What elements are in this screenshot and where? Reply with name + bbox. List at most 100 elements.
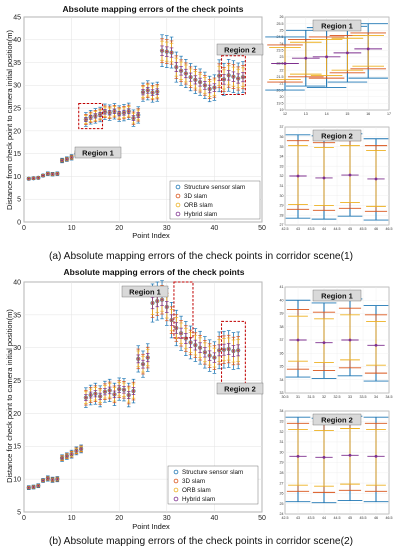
legend-marker-hybrid [175, 211, 181, 217]
hybrid-point [80, 447, 83, 450]
inset-y-tick-label: 24 [280, 42, 284, 46]
inset-y-tick-label: 25 [280, 28, 284, 32]
hybrid-point [46, 172, 49, 175]
slam3d-point [50, 172, 55, 176]
orb-point [89, 115, 92, 119]
orb-point [122, 388, 126, 392]
inset-hybrid-point [366, 47, 370, 51]
inset-b-region-2: 42.5 43 43.5 44 44.5 45 45.5 46 46.5 24 25 26 27 28 29… [280, 409, 393, 520]
inset-label: Region 1 [321, 21, 353, 30]
slam3d-point [231, 74, 236, 79]
slam3d-point [84, 117, 88, 122]
inset-label-bg [312, 413, 362, 426]
chart-b-xlabel: Point Index [132, 522, 170, 531]
inset-label: Region 2 [321, 415, 353, 424]
inset-x-tick-label: 44 [322, 227, 326, 231]
orb-point [84, 396, 88, 400]
structure-point [83, 117, 89, 122]
inset-y-tick-label: 37 [280, 125, 284, 129]
inset-hybrid-point [325, 55, 329, 59]
orb-point [132, 116, 135, 120]
slam3d-point [165, 49, 169, 54]
y-tick-label: 10 [13, 174, 21, 181]
inset-hybrid-point [345, 51, 349, 55]
orb-point [136, 113, 140, 117]
y-tick-label: 20 [13, 128, 21, 135]
y-tick-label: 45 [13, 14, 21, 21]
hybrid-point [141, 91, 144, 94]
slam3d-point [193, 78, 198, 82]
inset-hybrid-point [374, 177, 378, 181]
orb-point [213, 86, 216, 89]
inset-x-tick-label: 34 [374, 395, 378, 399]
inset-y-tick-label: 33 [280, 391, 284, 395]
orb-point [160, 49, 164, 53]
legend-marker-hybrid [173, 496, 179, 502]
inset-y-tick-label: 34 [280, 378, 284, 382]
legend-marker-slam3d [173, 478, 179, 484]
structure-point [98, 394, 103, 399]
inset-y-tick-label: 34 [280, 409, 284, 413]
slam3d-point [203, 350, 207, 355]
orb-point [84, 118, 88, 121]
hybrid-point [237, 349, 240, 352]
orb-point [65, 157, 69, 161]
structure-point [236, 76, 241, 81]
hybrid-point [137, 113, 140, 116]
caption-b: (b) Absolute mapping errors of the check… [49, 536, 353, 547]
structure-point [136, 356, 141, 362]
hybrid-point [108, 111, 111, 114]
slam3d-point [131, 389, 136, 393]
orb-point [60, 159, 64, 162]
hybrid-point [122, 111, 125, 114]
orb-point [203, 350, 207, 354]
hybrid-point [127, 394, 130, 397]
structure-point [231, 348, 236, 354]
inset-hybrid-point [322, 455, 326, 459]
orb-point [51, 172, 54, 176]
slam3d-point [79, 447, 83, 451]
hybrid-point [222, 78, 225, 81]
orb-point [151, 91, 154, 94]
slam3d-point [136, 113, 140, 117]
inset-x-tick-label: 43 [296, 516, 300, 520]
slam3d-point [65, 454, 69, 458]
orb-point [146, 356, 150, 359]
inset-y-tick-label: 29 [280, 461, 284, 465]
slam3d-point [88, 115, 93, 119]
inset-y-tick-label: 26 [280, 492, 284, 496]
structure-point [126, 109, 131, 114]
legend-box [167, 465, 259, 505]
slam3d-point [188, 75, 193, 79]
slam3d-point [112, 109, 117, 114]
hybrid-point [203, 84, 206, 87]
orb-point [170, 318, 173, 322]
y-tick-label: 20 [13, 411, 21, 418]
x-tick-label: 50 [258, 225, 266, 232]
orb-point [198, 346, 202, 350]
orb-point [70, 155, 73, 159]
slam3d-point [136, 357, 140, 361]
structure-point [236, 348, 241, 353]
inset-y-tick-label: 31 [280, 440, 284, 444]
y-tick-label: 0 [17, 219, 21, 226]
hybrid-point [56, 478, 59, 481]
slam3d-point [174, 326, 179, 330]
inset-y-tick-label: 41 [280, 285, 284, 289]
slam3d-point [55, 171, 60, 176]
hybrid-point [132, 390, 135, 393]
hybrid-point [99, 113, 102, 116]
hybrid-point [127, 110, 130, 113]
orb-point [60, 456, 64, 460]
structure-point [193, 77, 198, 83]
inset-x-tick-label: 33 [348, 395, 352, 399]
structure-point [197, 345, 203, 350]
inset-y-tick-label: 23 [280, 55, 284, 59]
structure-point [169, 50, 174, 55]
slam3d-point [155, 299, 160, 303]
slam3d-point [107, 110, 112, 115]
structure-point [164, 304, 169, 310]
inset-y-tick-label: 22 [280, 68, 284, 72]
y-tick-label: 35 [13, 60, 21, 67]
